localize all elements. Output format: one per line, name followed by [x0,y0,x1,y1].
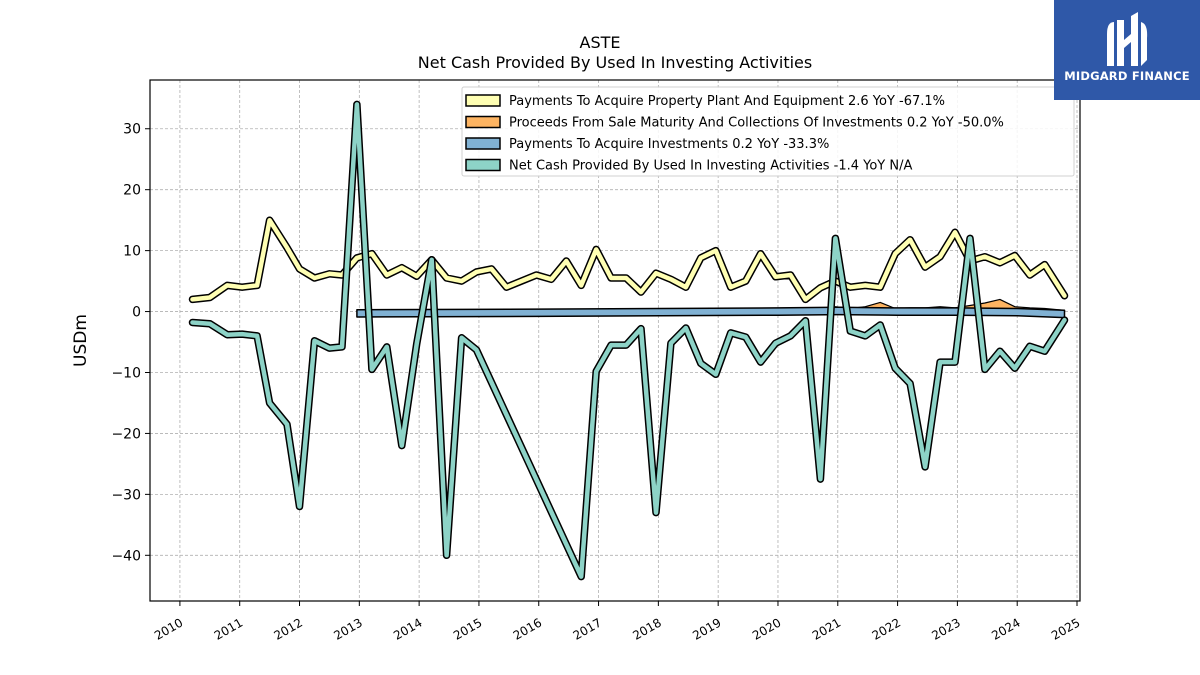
series-line-0 [190,217,1067,302]
x-tick-label: 2023 [929,615,962,642]
x-tick-label: 2011 [212,615,245,642]
x-tick-label: 2010 [152,615,185,642]
x-tick-label: 2019 [690,615,723,642]
legend-label: Payments To Acquire Property Plant And E… [509,94,945,109]
y-tick-label: −30 [111,487,141,503]
y-tick-label: 0 [132,305,141,321]
legend-box [461,86,1075,177]
legend-label: Proceeds From Sale Maturity And Collecti… [509,116,1004,131]
plot-frame [149,79,1081,602]
brand-logo: MIDGARD FINANCE [1054,0,1200,100]
y-tick-label: 30 [123,122,141,138]
x-tick-label: 2020 [750,615,783,642]
legend-label: Net Cash Provided By Used In Investing A… [509,159,912,174]
x-tick-label: 2024 [989,615,1022,642]
x-tick-label: 2013 [331,615,364,642]
y-axis-label: USDm [71,314,91,367]
x-tick-label: 2017 [571,615,604,642]
chart-title: ASTE [580,33,621,52]
legend-label: Payments To Acquire Investments 0.2 YoY … [509,137,829,152]
legend-swatch [465,115,501,129]
x-tick-label: 2014 [391,615,424,642]
logo-text: MIDGARD FINANCE [1064,69,1190,83]
chart-subtitle: Net Cash Provided By Used In Investing A… [418,53,812,72]
x-tick-label: 2015 [451,615,484,642]
x-tick-label: 2012 [272,615,305,642]
legend-swatch [465,158,501,172]
legend-swatch [465,137,501,150]
x-tick-label: 2021 [810,615,843,642]
x-tick-label: 2016 [511,615,544,642]
x-tick-label: 2022 [870,615,903,642]
y-tick-label: −20 [111,426,141,442]
midgard-logo-icon [1107,12,1148,66]
y-tick-label: −40 [111,548,141,564]
x-tick-label: 2025 [1049,615,1082,642]
x-tick-label: 2018 [630,615,663,642]
y-tick-label: 10 [123,244,141,260]
y-tick-label: 20 [123,183,141,199]
legend-swatch [465,94,501,107]
series-line-3 [190,102,1067,579]
y-tick-label: −10 [111,365,141,381]
